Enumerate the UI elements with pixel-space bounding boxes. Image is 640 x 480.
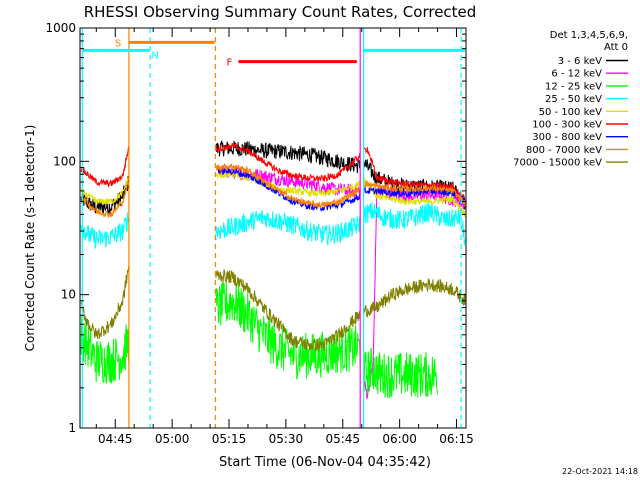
plot-area: S N F <box>80 28 466 428</box>
y-tick-label-2: 100 <box>53 154 76 168</box>
y-tick-label-3: 1000 <box>45 21 76 35</box>
legend-label-1: 6 - 12 keV <box>551 69 602 80</box>
series-line-7 <box>80 163 466 219</box>
legend-label-5: 100 - 300 keV <box>532 120 602 131</box>
x-tick-label-3: 05:30 <box>269 432 304 446</box>
x-tick-label-4: 05:45 <box>325 432 360 446</box>
legend-label-7: 800 - 7000 keV <box>526 145 602 156</box>
series-line-5 <box>80 142 466 201</box>
y-axis-label: Corrected Count Rate (s-1 detector-1) <box>23 125 37 352</box>
series-line-3 <box>80 200 466 249</box>
legend-label-4: 50 - 100 keV <box>539 107 603 118</box>
legend-header-1: Att 0 <box>604 42 628 53</box>
x-tick-label-6: 06:15 <box>439 432 474 446</box>
chart-title: RHESSI Observing Summary Count Rates, Co… <box>84 3 477 21</box>
plot-clip-group <box>80 28 466 428</box>
legend-label-6: 300 - 800 keV <box>532 132 602 143</box>
x-tick-label-1: 05:00 <box>155 432 190 446</box>
plot-frame <box>79 27 467 429</box>
series-line-6 <box>217 166 466 212</box>
footer-date: 22-Oct-2021 14:18 <box>562 467 638 476</box>
series-line-8 <box>80 265 466 352</box>
legend-label-0: 3 - 6 keV <box>558 56 602 67</box>
mode-bar-label-2: F <box>226 58 232 69</box>
mode-bar-label-1: N <box>151 50 158 61</box>
x-tick-label-2: 05:15 <box>212 432 247 446</box>
x-tick-label-5: 06:00 <box>382 432 417 446</box>
legend-header-0: Det 1,3,4,5,6,9, <box>550 30 628 41</box>
legend-label-8: 7000 - 15000 keV <box>513 158 602 169</box>
y-tick-label-0: 1 <box>68 421 76 435</box>
axes: 04:45 05:00 05:15 05:30 05:45 06:00 06:15 1 10 10… <box>45 21 473 446</box>
y-tick-label-1: 10 <box>61 288 76 302</box>
x-tick-label-0: 04:45 <box>98 432 133 446</box>
x-axis-label: Start Time (06-Nov-04 04:35:42) <box>219 455 431 470</box>
mode-bar-label-0: S <box>115 38 121 49</box>
legend-label-3: 25 - 50 keV <box>545 94 602 105</box>
series-line-2 <box>80 281 438 399</box>
legend: Det 1,3,4,5,6,9,Att 03 - 6 keV 6 - 12 keV… <box>513 30 628 169</box>
legend-label-2: 12 - 25 keV <box>545 81 602 92</box>
